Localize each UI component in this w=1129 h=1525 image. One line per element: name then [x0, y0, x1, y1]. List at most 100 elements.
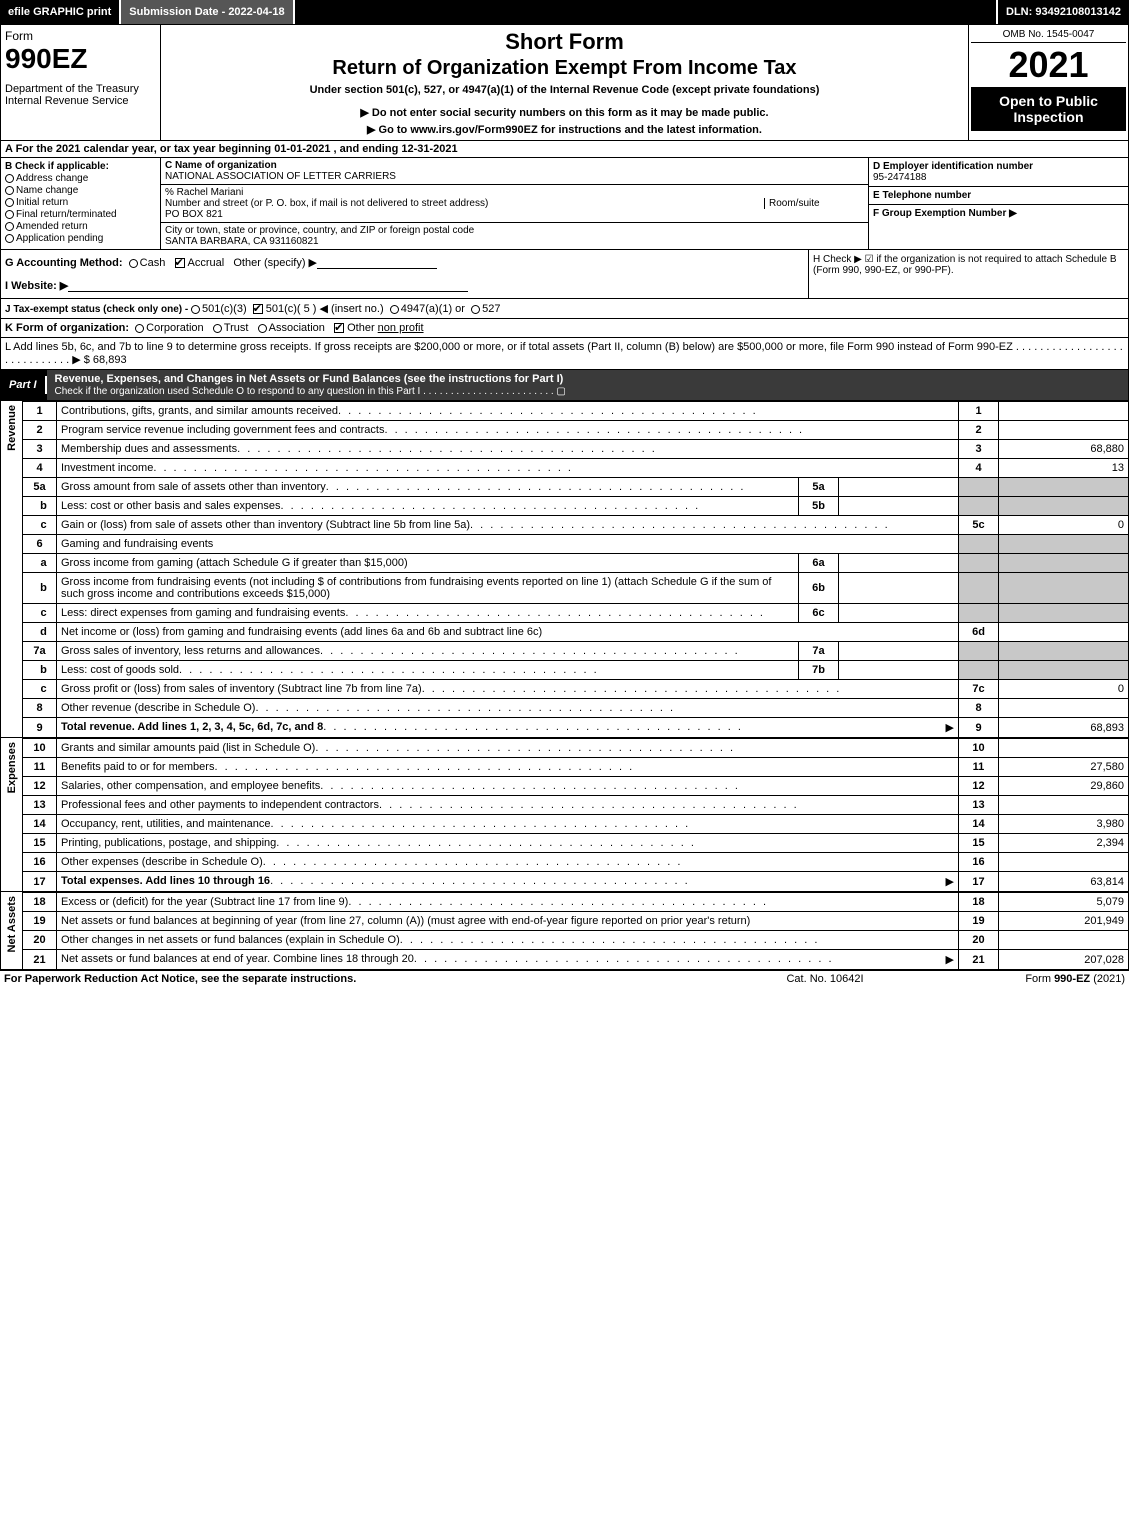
label-group-exemption: F Group Exemption Number ▶ [873, 208, 1124, 219]
top-bar: efile GRAPHIC print Submission Date - 20… [0, 0, 1129, 24]
line-4: 4Investment income413 [23, 459, 1129, 478]
header-left: Form 990EZ Department of the Treasury In… [1, 25, 161, 140]
line-10: 10Grants and similar amounts paid (list … [23, 739, 1129, 758]
line-9: 9Total revenue. Add lines 1, 2, 3, 4, 5c… [23, 718, 1129, 738]
radio-corporation[interactable] [135, 324, 144, 333]
label-other: Other (specify) ▶ [233, 257, 317, 269]
checkbox-501c[interactable] [253, 304, 263, 314]
section-subtitle: Under section 501(c), 527, or 4947(a)(1)… [167, 84, 962, 96]
omb-number: OMB No. 1545-0047 [971, 27, 1126, 43]
row-i-website: I Website: ▶ [5, 280, 68, 292]
ein-value: 95-2474188 [873, 172, 1124, 183]
chk-address-change[interactable]: Address change [5, 173, 156, 184]
side-label-revenue: Revenue [0, 401, 22, 738]
checkbox-accrual[interactable] [175, 258, 185, 268]
line-13: 13Professional fees and other payments t… [23, 796, 1129, 815]
radio-4947[interactable] [390, 305, 399, 314]
line-1: 1Contributions, gifts, grants, and simil… [23, 402, 1129, 421]
box-def: D Employer identification number 95-2474… [868, 158, 1128, 249]
radio-association[interactable] [258, 324, 267, 333]
chk-amended-return[interactable]: Amended return [5, 221, 156, 232]
line-6a: aGross income from gaming (attach Schedu… [23, 554, 1129, 573]
row-g-h: G Accounting Method: Cash Accrual Other … [0, 250, 1129, 299]
checkbox-other-org[interactable] [334, 323, 344, 333]
chk-initial-return[interactable]: Initial return [5, 197, 156, 208]
efile-print-label[interactable]: efile GRAPHIC print [0, 0, 121, 24]
goto-link[interactable]: ▶ Go to www.irs.gov/Form990EZ for instru… [167, 123, 962, 136]
line-5b: bLess: cost or other basis and sales exp… [23, 497, 1129, 516]
section-b-c-def: B Check if applicable: Address change Na… [0, 158, 1129, 250]
arrow-icon: ▶ [942, 721, 954, 734]
website-input[interactable] [68, 280, 468, 292]
city-state-zip: SANTA BARBARA, CA 931160821 [165, 236, 864, 247]
line-6: 6Gaming and fundraising events [23, 535, 1129, 554]
box-b-title: B Check if applicable: [5, 161, 156, 172]
label-ein: D Employer identification number [873, 161, 1124, 172]
arrow-icon: ▶ [942, 875, 954, 888]
other-specify-input[interactable] [317, 257, 437, 269]
line-17: 17Total expenses. Add lines 10 through 1… [23, 872, 1129, 892]
radio-trust[interactable] [213, 324, 222, 333]
line-6d: dNet income or (loss) from gaming and fu… [23, 623, 1129, 642]
label-phone: E Telephone number [873, 190, 1124, 201]
line-6b: bGross income from fundraising events (n… [23, 573, 1129, 604]
radio-501c3[interactable] [191, 305, 200, 314]
submission-date: Submission Date - 2022-04-18 [121, 0, 294, 24]
dln-label: DLN: 93492108013142 [996, 0, 1129, 24]
footer-right: Form 990-EZ (2021) [925, 973, 1125, 985]
chk-application-pending[interactable]: Application pending [5, 233, 156, 244]
line-19: 19Net assets or fund balances at beginni… [23, 912, 1129, 931]
chk-name-change[interactable]: Name change [5, 185, 156, 196]
expenses-section: Expenses 10Grants and similar amounts pa… [0, 738, 1129, 892]
page-footer: For Paperwork Reduction Act Notice, see … [0, 970, 1129, 987]
line-20: 20Other changes in net assets or fund ba… [23, 931, 1129, 950]
line-12: 12Salaries, other compensation, and empl… [23, 777, 1129, 796]
radio-527[interactable] [471, 305, 480, 314]
line-11: 11Benefits paid to or for members1127,58… [23, 758, 1129, 777]
label-form-of-org: K Form of organization: [5, 322, 129, 334]
part-1-header: Part I Revenue, Expenses, and Changes in… [0, 370, 1129, 401]
form-word: Form [5, 29, 33, 43]
header-middle: Short Form Return of Organization Exempt… [161, 25, 968, 140]
line-2: 2Program service revenue including gover… [23, 421, 1129, 440]
label-room: Room/suite [764, 198, 864, 209]
line-5a: 5aGross amount from sale of assets other… [23, 478, 1129, 497]
line-15: 15Printing, publications, postage, and s… [23, 834, 1129, 853]
line-21: 21Net assets or fund balances at end of … [23, 950, 1129, 970]
row-j: J Tax-exempt status (check only one) - 5… [0, 299, 1129, 319]
box-c: C Name of organization NATIONAL ASSOCIAT… [161, 158, 868, 249]
side-label-expenses: Expenses [0, 738, 22, 892]
net-assets-section: Net Assets 18Excess or (deficit) for the… [0, 892, 1129, 970]
row-l: L Add lines 5b, 6c, and 7b to line 9 to … [0, 338, 1129, 370]
arrow-icon: ▶ [942, 953, 954, 966]
tax-year: 2021 [971, 43, 1126, 87]
line-16: 16Other expenses (describe in Schedule O… [23, 853, 1129, 872]
label-org-name: C Name of organization [165, 160, 864, 171]
footer-left: For Paperwork Reduction Act Notice, see … [4, 973, 725, 985]
care-of: % Rachel Mariani [165, 187, 864, 198]
open-to-public: Open to Public Inspection [971, 87, 1126, 131]
label-accounting-method: G Accounting Method: [5, 257, 123, 269]
part-1-number: Part I [1, 376, 47, 394]
return-title: Return of Organization Exempt From Incom… [167, 57, 962, 80]
form-header: Form 990EZ Department of the Treasury In… [0, 24, 1129, 141]
line-7b: bLess: cost of goods sold7b [23, 661, 1129, 680]
address: PO BOX 821 [165, 209, 864, 220]
row-g: G Accounting Method: Cash Accrual Other … [1, 250, 808, 298]
line-7c: cGross profit or (loss) from sales of in… [23, 680, 1129, 699]
line-6c: cLess: direct expenses from gaming and f… [23, 604, 1129, 623]
revenue-table: 1Contributions, gifts, grants, and simil… [22, 401, 1129, 738]
label-address: Number and street (or P. O. box, if mail… [165, 198, 488, 209]
box-b: B Check if applicable: Address change Na… [1, 158, 161, 249]
ssn-warning: ▶ Do not enter social security numbers o… [167, 106, 962, 119]
expenses-table: 10Grants and similar amounts paid (list … [22, 738, 1129, 892]
department-label: Department of the Treasury Internal Reve… [5, 83, 156, 107]
line-3: 3Membership dues and assessments368,880 [23, 440, 1129, 459]
row-k: K Form of organization: Corporation Trus… [0, 319, 1129, 338]
line-14: 14Occupancy, rent, utilities, and mainte… [23, 815, 1129, 834]
label-city: City or town, state or province, country… [165, 225, 864, 236]
net-assets-table: 18Excess or (deficit) for the year (Subt… [22, 892, 1129, 970]
line-8: 8Other revenue (describe in Schedule O)8 [23, 699, 1129, 718]
chk-final-return[interactable]: Final return/terminated [5, 209, 156, 220]
radio-cash[interactable] [129, 259, 138, 268]
